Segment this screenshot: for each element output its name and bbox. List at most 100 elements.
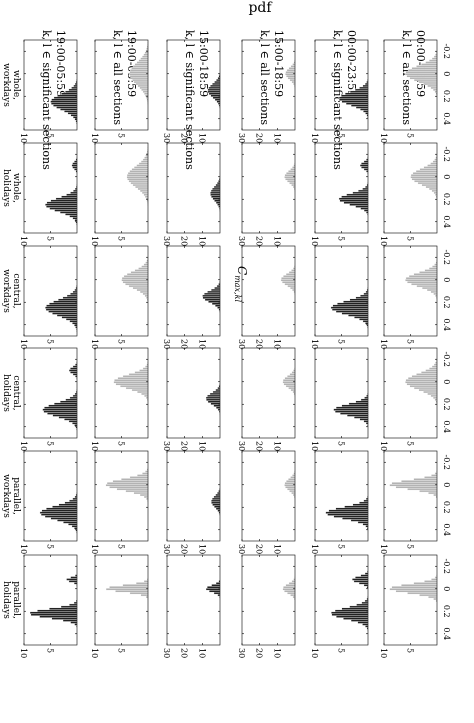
x-axis-title-subscript: max,kl: [233, 275, 242, 302]
histogram-bar: [208, 590, 221, 593]
histogram-bar: [65, 398, 78, 402]
histogram-bar: [331, 308, 369, 311]
histogram-bar: [128, 179, 149, 183]
histogram-bar: [430, 394, 438, 398]
y-tick-label: 10: [272, 441, 281, 451]
histogram-bar: [331, 611, 369, 614]
histogram-bar: [432, 396, 438, 400]
row-label-line-2: holidays: [1, 374, 11, 412]
histogram-bar: [127, 178, 149, 181]
histogram-bar: [116, 487, 149, 491]
histogram-bar: [414, 179, 438, 183]
histogram-bar: [73, 84, 78, 88]
histogram-bar: [391, 482, 438, 485]
histogram-bar: [211, 195, 221, 198]
histogram-bar: [143, 263, 149, 266]
histogram-bar: [342, 517, 369, 520]
histogram-bar: [216, 78, 221, 82]
panel-frame: [241, 245, 296, 337]
histogram-bar: [109, 486, 149, 489]
y-tick-label: 10: [197, 339, 206, 349]
histogram-bar: [364, 396, 369, 400]
histogram-panel: 10 5: [310, 554, 369, 658]
histogram-bar: [141, 191, 149, 195]
histogram-panel: 30 20 10: [237, 450, 296, 554]
histogram-bar: [413, 478, 438, 481]
histogram-bar: [143, 580, 149, 583]
histogram-bar: [69, 396, 78, 400]
histogram-bar: [71, 525, 78, 528]
histogram-bar: [215, 507, 221, 510]
histogram-bar: [395, 486, 438, 489]
histogram-bar: [331, 613, 369, 616]
histogram-bar: [40, 513, 78, 516]
histogram-bar: [361, 166, 369, 169]
histogram-bar: [433, 363, 438, 366]
histogram-bar: [210, 288, 221, 292]
histogram-bar: [344, 505, 369, 508]
row-label-line-2: workdays: [1, 474, 11, 518]
histogram-bar: [405, 71, 438, 74]
y-tick-label: 20: [255, 648, 264, 658]
histogram-bar: [350, 519, 369, 522]
y-tick-label: 10: [197, 648, 206, 658]
histogram-panel: 10 5: [19, 554, 78, 658]
histogram-panel: 30 20 10: [162, 39, 221, 143]
histogram-bar: [425, 369, 438, 372]
y-tick-label: 5: [337, 339, 346, 344]
histogram-bar: [291, 580, 296, 583]
y-tick-label: 5: [117, 133, 126, 138]
histogram-bar: [67, 112, 78, 115]
histogram-bar: [359, 418, 369, 421]
row-label-line-1: parallel,: [11, 581, 21, 619]
histogram-bar: [72, 322, 78, 325]
histogram-bar: [129, 170, 149, 173]
y-tick-label: 20: [180, 441, 189, 451]
histogram-bar: [121, 279, 149, 282]
histogram-bar: [134, 269, 149, 272]
histogram-bar: [131, 168, 149, 171]
histogram-bar: [49, 607, 78, 610]
histogram-bar: [365, 290, 369, 294]
histogram-bar: [142, 472, 149, 475]
histogram-bar: [140, 160, 149, 163]
histogram-bar: [214, 199, 221, 202]
histogram-bar: [72, 217, 78, 220]
histogram-bar: [122, 375, 149, 378]
histogram-bar: [205, 588, 221, 591]
panel-frame: [166, 450, 221, 542]
y-tick-label: 5: [46, 441, 55, 446]
histogram-bar: [74, 288, 78, 292]
histogram-bar: [411, 282, 438, 286]
y-tick-label: 10: [197, 236, 206, 246]
histogram-bar: [142, 90, 149, 94]
histogram-bar: [61, 92, 78, 95]
histogram-bar: [362, 84, 369, 88]
histogram-panel: 10 5: [310, 245, 369, 349]
y-tick-label: 30: [237, 441, 246, 451]
histogram-bar: [287, 179, 296, 183]
histogram-bar: [354, 88, 369, 92]
histogram-panel: 30 20 10: [162, 347, 221, 451]
histogram-bar: [292, 288, 296, 292]
histogram-bar: [68, 523, 78, 526]
histogram-bar: [285, 384, 296, 388]
histogram-bar: [74, 168, 78, 171]
panel-frame: [241, 142, 296, 234]
histogram-bar: [74, 219, 78, 222]
histogram-panel: -0.2 0 0.2 0.4 10 5: [379, 245, 451, 349]
histogram-bar: [389, 484, 438, 487]
histogram-bar: [406, 383, 438, 386]
y-tick-label: 5: [337, 544, 346, 549]
y-tick-label: 10: [379, 648, 388, 658]
histogram-bar: [115, 383, 149, 386]
panel-frame: [241, 39, 296, 131]
histogram-bar: [288, 478, 296, 481]
histogram-bar: [42, 408, 78, 411]
y-tick-label: 5: [117, 339, 126, 344]
y-tick-label: 30: [237, 339, 246, 349]
histogram-bar: [354, 316, 369, 319]
y-tick-label: 10: [90, 648, 99, 658]
histogram-bar: [427, 84, 438, 88]
histogram-bar: [106, 482, 149, 485]
